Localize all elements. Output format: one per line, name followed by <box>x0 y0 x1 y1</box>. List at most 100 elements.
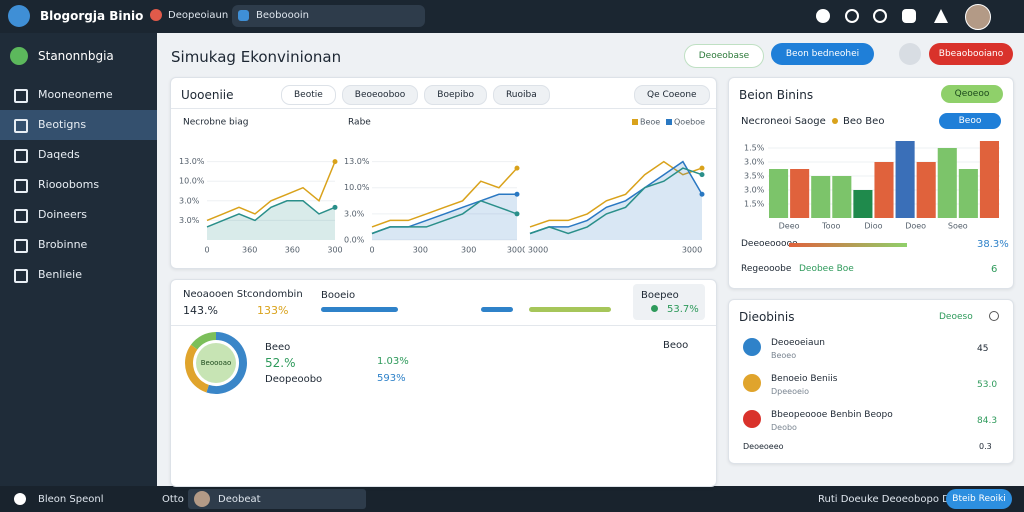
item-value: 84.3 <box>977 416 998 426</box>
line-chart: Rabe 0.0% 3.0% 10.0% 13.0% 0 300 300 3000 <box>344 118 525 255</box>
line <box>206 200 336 228</box>
legend-label: Beoe <box>640 118 660 127</box>
menu-icon <box>14 119 28 133</box>
tab-icon <box>150 9 162 21</box>
legend-label: Beeo <box>265 342 291 353</box>
shield-icon[interactable] <box>902 9 916 23</box>
chart-title: Necrobne biag <box>183 118 248 128</box>
bar <box>811 176 831 218</box>
legend-value: 52.% <box>265 356 296 370</box>
y-tick-label: 13.0% <box>179 157 205 166</box>
menu-item[interactable]: Mooneoneme <box>0 80 157 110</box>
list-footer: Deoeoeeo <box>743 442 784 451</box>
x-tick-label: 3000 <box>507 246 525 255</box>
menu-icon <box>14 179 28 193</box>
toggle[interactable]: Beoo <box>939 113 1001 129</box>
menu-label: Beotigns <box>38 118 87 131</box>
search-icon <box>238 10 249 21</box>
footer-links[interactable]: Ruti Doeuke Deoeobopo Deo <box>818 494 963 505</box>
filter[interactable]: Qe Coeone <box>634 85 710 105</box>
icon-button[interactable] <box>899 43 921 65</box>
menu-item[interactable]: Daqeds <box>0 140 157 170</box>
donut-segment <box>185 344 210 393</box>
alert-icon[interactable] <box>934 9 948 23</box>
clock-icon[interactable] <box>845 9 859 23</box>
menu-item[interactable]: Rioooboms <box>0 170 157 200</box>
sidebar-title: Stanonnbgia <box>38 49 114 63</box>
list-action[interactable]: Deoeso <box>939 312 973 322</box>
user-select[interactable]: Deobeat <box>188 489 366 509</box>
more-link[interactable]: Beoo <box>663 340 689 351</box>
donut-center <box>196 343 236 383</box>
x-tick-label: 0 <box>369 246 374 255</box>
x-tick-label: Tooo <box>821 222 840 231</box>
list-card: Dieobinis Deoeso Deoeoeiaun Beoeo 45 Benoei… <box>728 299 1014 464</box>
danger-button[interactable]: Bbeaobooiano <box>929 43 1013 65</box>
menu-item[interactable]: Brobinne <box>0 230 157 260</box>
x-tick-label: 0 <box>204 246 209 255</box>
menu-item[interactable]: Doineers <box>0 200 157 230</box>
settings-icon[interactable] <box>816 9 830 23</box>
menu-item[interactable]: Benlieie <box>0 260 157 290</box>
bar <box>853 190 873 218</box>
tab[interactable]: Boepibo <box>424 85 487 105</box>
legend: Beo Beo <box>843 116 885 127</box>
legend-value: 593% <box>377 373 406 384</box>
box-label: Boepeo <box>641 290 679 301</box>
item-icon <box>743 338 761 356</box>
tab[interactable]: Beoeooboo <box>341 85 419 105</box>
status-button[interactable]: Deoeobase <box>684 44 764 68</box>
item-value: 45 <box>977 344 989 354</box>
legend-swatch <box>666 119 672 125</box>
search-text: Beoboooin <box>256 10 309 21</box>
help-icon[interactable] <box>873 9 887 23</box>
card-title: Uooeniie <box>181 88 234 102</box>
search-box[interactable]: Beoboooin <box>232 5 425 27</box>
y-tick-label: 10.0% <box>179 177 205 186</box>
chart-title: Rabe <box>348 118 371 128</box>
avatar[interactable] <box>965 4 991 30</box>
x-tick-label: 360 <box>285 246 300 255</box>
menu-item[interactable]: Beotigns <box>0 110 157 140</box>
item-sub: Deobo <box>771 423 797 432</box>
box-value: 53.7% <box>667 304 699 315</box>
menu-label: Mooneoneme <box>38 88 113 101</box>
tab[interactable]: Ruoiba <box>492 85 550 105</box>
stat-box: Boepeo 53.7% <box>633 284 705 320</box>
y-tick-label: 3.0% <box>744 158 765 167</box>
refresh-icon[interactable] <box>989 311 999 321</box>
bar <box>769 169 789 218</box>
y-tick-label: 3.0% <box>179 196 200 205</box>
footer-button[interactable]: Bteib Reoiki <box>946 489 1012 509</box>
divider <box>171 325 716 326</box>
y-tick-label: 3.0% <box>344 209 365 218</box>
progress <box>529 307 611 312</box>
x-tick-label: 360 <box>242 246 257 255</box>
stats-card: Neoaooen Stcondombin 143.% 133% Booeio B… <box>170 279 717 487</box>
bar <box>790 169 810 218</box>
primary-button[interactable]: Beon bedneohei <box>771 43 874 65</box>
item-sub: Beoeo <box>771 351 797 360</box>
legend-label: Deopeoobo <box>265 374 323 385</box>
row-value: 38.3% <box>977 239 1009 250</box>
point <box>332 204 338 210</box>
row-bar <box>789 243 907 247</box>
footer-bar: Bleon Speonl Otto Deobeat Ruti Doeuke De… <box>0 486 1024 512</box>
tab[interactable]: Deopeoiaun <box>168 10 229 21</box>
bins-button[interactable]: Qeoeoo <box>941 85 1003 103</box>
item-name: Benoeio Beniis <box>771 374 838 384</box>
bar-label: Booeio <box>321 290 356 301</box>
bar <box>979 141 999 218</box>
item-name: Deoeoeiaun <box>771 338 825 348</box>
logo <box>8 5 30 27</box>
row-note: Deobee Boe <box>799 264 854 274</box>
row-label: Deeoeooooo <box>741 239 798 249</box>
bar-chart: 1.5% 3.0% 3.5% 3.0% 1.5% Deeo Tooo Dioo Doeo Soeo <box>744 141 1000 231</box>
tab[interactable]: Beotie <box>281 85 336 105</box>
menu-label: Benlieie <box>38 268 82 281</box>
x-tick-label: Dioo <box>864 222 882 231</box>
point <box>699 191 705 197</box>
legend-dot <box>832 118 838 124</box>
y-tick-label: 0.0% <box>344 236 365 245</box>
